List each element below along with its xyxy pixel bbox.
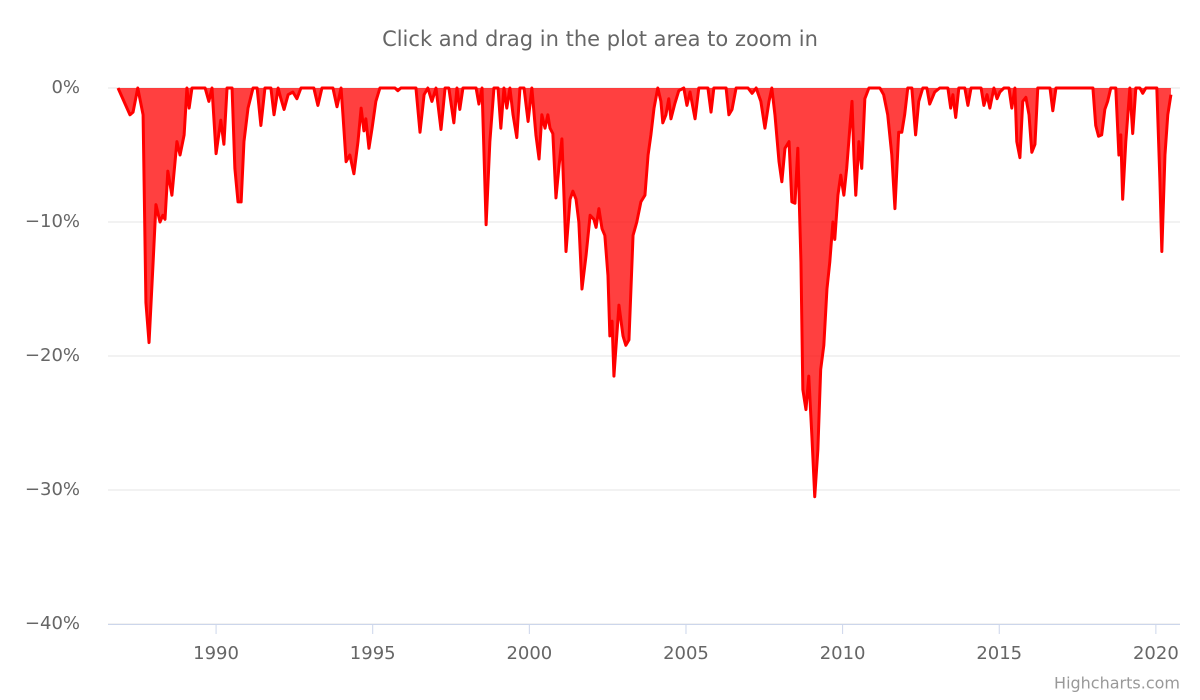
series: [116, 86, 1173, 499]
x-tick-label: 2015: [976, 643, 1022, 664]
x-tick-label: 1990: [193, 643, 239, 664]
area-line: [116, 86, 1173, 499]
x-tick-label: 2000: [506, 643, 552, 664]
credits[interactable]: Highcharts.com: [1054, 674, 1180, 693]
axes: 0% −10% −20% −30% −40% 1990 1995 2000 2005 2010 20…: [25, 77, 1180, 664]
chart-title: Click and drag in the plot area to zoom …: [382, 27, 818, 51]
y-tick-label: 0%: [51, 77, 80, 98]
y-tick-label: −20%: [25, 345, 80, 366]
x-tick-label: 2010: [820, 643, 866, 664]
y-tick-label: −40%: [25, 613, 80, 634]
x-tick-label: 1995: [350, 643, 396, 664]
x-tick-label: 2020: [1133, 643, 1179, 664]
x-tick-label: 2005: [663, 643, 709, 664]
y-tick-label: −30%: [25, 479, 80, 500]
y-tick-label: −10%: [25, 211, 80, 232]
